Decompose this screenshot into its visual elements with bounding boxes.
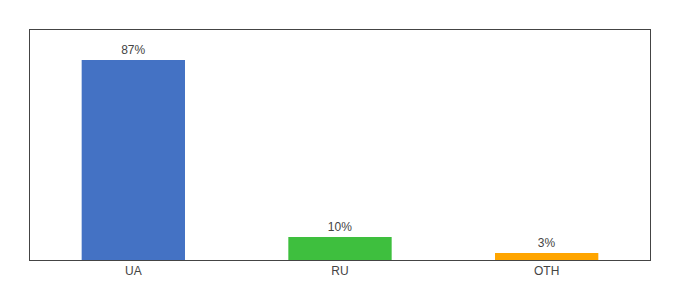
svg-text:87%: 87% [121, 43, 145, 57]
svg-text:RU: RU [331, 264, 348, 278]
svg-text:OTH: OTH [534, 264, 559, 278]
svg-text:3%: 3% [538, 236, 556, 250]
svg-text:UA: UA [125, 264, 142, 278]
svg-text:10%: 10% [328, 220, 352, 234]
